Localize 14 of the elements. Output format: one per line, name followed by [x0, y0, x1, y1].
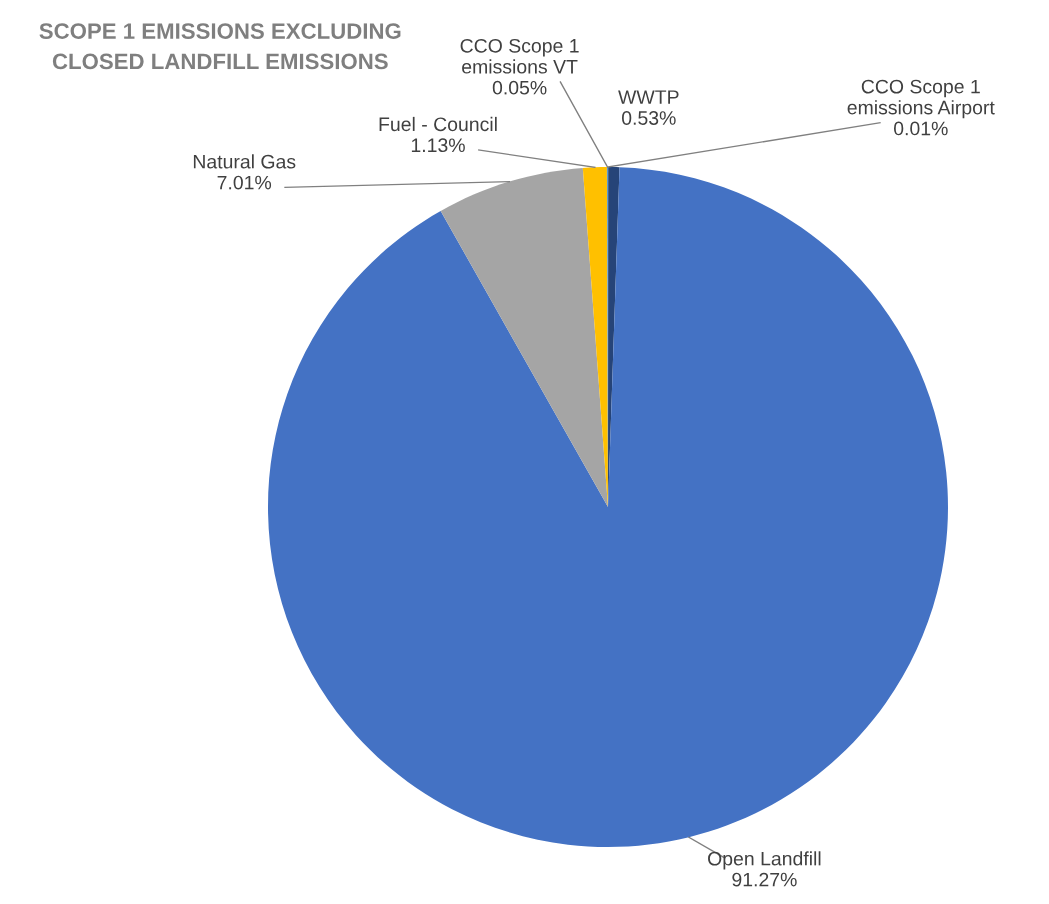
data-label: 7.01% — [217, 175, 272, 190]
slice-label: Natural Gas — [193, 154, 296, 169]
slice-label: WWTP — [618, 90, 679, 104]
data-label: 1.13% — [411, 138, 465, 153]
slice-label: CCO Scope 1 emissions VT — [460, 38, 579, 74]
chart-title: SCOPE 1 EMISSIONS EXCLUDING CLOSED LANDFILL EMISSIONS — [39, 23, 401, 70]
data-label: 0.01% — [893, 121, 948, 136]
data-label: 0.05% — [492, 80, 547, 95]
slice-label: Fuel - Council — [379, 116, 497, 132]
slice-label: Open Landfill — [708, 851, 821, 870]
data-label: 91.27% — [732, 872, 797, 887]
data-label: 0.53% — [621, 111, 676, 125]
slice-label: CCO Scope 1 emissions Airport — [847, 79, 995, 119]
pie-slice — [440, 167, 608, 507]
